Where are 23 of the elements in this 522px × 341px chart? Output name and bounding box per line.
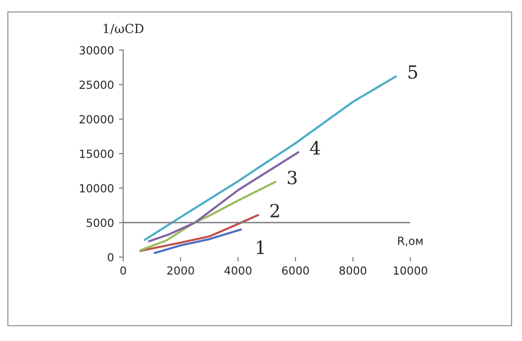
series-label: 1	[256, 240, 264, 254]
series-label: 3	[288, 170, 297, 184]
x-tick-label: 8000	[339, 266, 366, 275]
line-series	[154, 228, 242, 254]
series-label: 5	[408, 65, 418, 79]
x-tick-label: 0	[120, 266, 126, 275]
line-series	[144, 75, 397, 241]
y-tick-label: 0	[108, 253, 114, 262]
x-axis-title: R,ом	[398, 236, 422, 246]
y-axis-title: 1/ωCD	[104, 24, 144, 34]
y-tick-label: 15000	[80, 150, 114, 158]
series-label: 2	[270, 204, 279, 218]
y-tick-label: 30000	[80, 46, 114, 55]
x-tick-label: 10000	[394, 266, 428, 275]
x-tick-label: 2000	[167, 266, 194, 275]
series-label: 4	[310, 141, 320, 154]
y-tick-label: 20000	[80, 115, 114, 124]
line-series	[148, 151, 300, 242]
x-tick-label: 6000	[282, 266, 309, 275]
y-tick-label: 5000	[86, 218, 114, 227]
y-tick-label: 10000	[80, 184, 114, 192]
y-tick-label: 25000	[80, 80, 114, 90]
x-tick-label: 4000	[224, 266, 252, 275]
